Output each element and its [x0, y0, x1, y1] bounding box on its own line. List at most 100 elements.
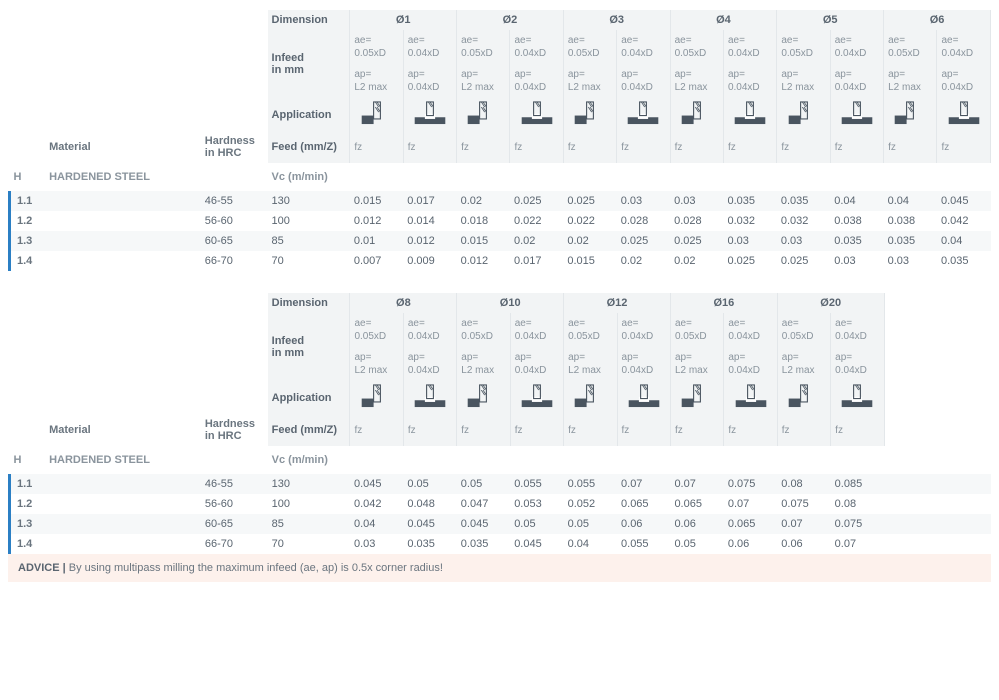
fz-value: 0.07 — [724, 494, 777, 514]
fz-value: 0.075 — [724, 474, 777, 494]
infeed-label: Infeedin mm — [268, 30, 350, 98]
fz-label: fz — [350, 131, 403, 163]
side-mill-icon — [777, 381, 830, 414]
ae-header: ae=0.04xD — [937, 30, 991, 64]
fz-value: 0.028 — [670, 211, 723, 231]
fz-value: 0.009 — [403, 251, 456, 271]
fz-value: 0.08 — [831, 494, 884, 514]
feed-label: Feed (mm/Z) — [268, 414, 350, 446]
dimension-label: Dimension — [268, 293, 350, 313]
application-label: Application — [268, 98, 350, 131]
ap-header: ap=L2 max — [670, 64, 723, 98]
table-row: 1.466-70700.030.0350.0350.0450.040.0550.… — [10, 534, 992, 554]
vc-label: Vc (m/min) — [268, 446, 350, 474]
slot-mill-icon — [724, 381, 777, 414]
cutting-data-table: DimensionØ8Ø10Ø12Ø16Ø20Infeedin mmae=0.0… — [8, 293, 991, 554]
row-id: 1.2 — [10, 211, 46, 231]
side-mill-icon — [350, 381, 403, 414]
fz-value: 0.03 — [777, 231, 830, 251]
fz-value: 0.08 — [777, 474, 830, 494]
diameter-header: Ø3 — [563, 10, 670, 30]
side-mill-icon — [884, 98, 937, 131]
fz-value: 0.085 — [831, 474, 884, 494]
ae-header: ae=0.04xD — [830, 30, 883, 64]
fz-value: 0.05 — [403, 474, 456, 494]
fz-value: 0.038 — [884, 211, 937, 231]
diameter-header: Ø4 — [670, 10, 777, 30]
feed-label: Feed (mm/Z) — [268, 131, 350, 163]
ae-header: ae=0.05xD — [457, 313, 510, 347]
slot-mill-icon — [403, 98, 456, 131]
fz-value: 0.018 — [457, 211, 510, 231]
fz-value: 0.075 — [777, 494, 830, 514]
infeed-label: Infeedin mm — [268, 313, 350, 381]
ae-header: ae=0.04xD — [724, 313, 777, 347]
ae-header: ae=0.05xD — [777, 30, 830, 64]
fz-label: fz — [670, 414, 723, 446]
hardness-value: 46-55 — [201, 191, 268, 211]
fz-value: 0.025 — [723, 251, 776, 271]
slot-mill-icon — [510, 381, 563, 414]
fz-value: 0.05 — [670, 534, 723, 554]
fz-value: 0.012 — [350, 211, 403, 231]
fz-value: 0.03 — [830, 251, 883, 271]
material-name: HARDENED STEEL — [45, 446, 201, 474]
fz-label: fz — [403, 414, 456, 446]
vc-label: Vc (m/min) — [268, 163, 350, 191]
fz-value: 0.05 — [564, 514, 617, 534]
fz-value: 0.015 — [350, 191, 403, 211]
fz-value: 0.017 — [403, 191, 456, 211]
fz-label: fz — [830, 131, 883, 163]
row-id: 1.1 — [10, 191, 46, 211]
table-row: 1.256-601000.0120.0140.0180.0220.0220.02… — [10, 211, 991, 231]
fz-value: 0.06 — [617, 514, 670, 534]
fz-label: fz — [670, 131, 723, 163]
slot-mill-icon — [403, 381, 456, 414]
fz-value: 0.045 — [457, 514, 510, 534]
ae-header: ae=0.05xD — [563, 30, 616, 64]
ae-header: ae=0.05xD — [457, 30, 510, 64]
vc-value: 70 — [268, 534, 350, 554]
table-row: 1.146-551300.0150.0170.020.0250.0250.030… — [10, 191, 991, 211]
slot-mill-icon — [617, 381, 670, 414]
side-mill-icon — [457, 98, 510, 131]
ap-header: ap=0.04xD — [831, 347, 884, 381]
hardness-value: 60-65 — [201, 231, 268, 251]
side-mill-icon — [350, 98, 403, 131]
fz-value: 0.04 — [937, 231, 991, 251]
ap-header: ap=0.04xD — [403, 347, 456, 381]
fz-value: 0.05 — [510, 514, 563, 534]
fz-label: fz — [457, 414, 510, 446]
ap-header: ap=L2 max — [350, 347, 403, 381]
row-id: 1.3 — [10, 231, 46, 251]
table-row: 1.466-70700.0070.0090.0120.0170.0150.020… — [10, 251, 991, 271]
fz-value: 0.025 — [617, 231, 670, 251]
fz-value: 0.042 — [350, 494, 403, 514]
side-mill-icon — [777, 98, 830, 131]
row-id: 1.2 — [10, 494, 46, 514]
fz-label: fz — [724, 414, 777, 446]
fz-value: 0.035 — [777, 191, 830, 211]
material-label: Material — [45, 414, 201, 446]
fz-label: fz — [884, 131, 937, 163]
fz-value: 0.038 — [830, 211, 883, 231]
fz-value: 0.02 — [563, 231, 616, 251]
hardness-value: 66-70 — [201, 534, 268, 554]
fz-value: 0.03 — [617, 191, 670, 211]
slot-mill-icon — [617, 98, 670, 131]
ap-header: ap=0.04xD — [723, 64, 776, 98]
fz-value: 0.07 — [670, 474, 723, 494]
fz-value: 0.025 — [563, 191, 616, 211]
fz-label: fz — [350, 414, 403, 446]
fz-value: 0.07 — [831, 534, 884, 554]
ap-header: ap=0.04xD — [403, 64, 456, 98]
diameter-header: Ø1 — [350, 10, 457, 30]
table-row: 1.146-551300.0450.050.050.0550.0550.070.… — [10, 474, 992, 494]
vc-value: 100 — [268, 211, 350, 231]
slot-mill-icon — [831, 381, 884, 414]
fz-value: 0.06 — [724, 534, 777, 554]
fz-label: fz — [831, 414, 884, 446]
slot-mill-icon — [830, 98, 883, 131]
ae-header: ae=0.04xD — [510, 313, 563, 347]
fz-value: 0.035 — [937, 251, 991, 271]
